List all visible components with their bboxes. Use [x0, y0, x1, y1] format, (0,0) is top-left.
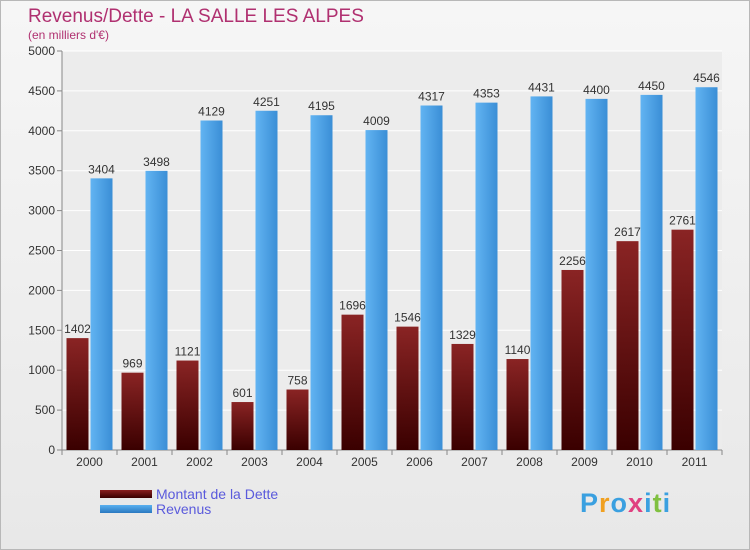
x-tick-label: 2010	[626, 455, 653, 469]
legend-item-dette: Montant de la Dette	[100, 485, 279, 502]
x-tick-label: 2006	[406, 455, 433, 469]
x-tick-label: 2001	[131, 455, 158, 469]
data-label-revenus: 4450	[638, 79, 665, 93]
bar-dette	[616, 241, 639, 450]
legend-label-revenus: Revenus	[156, 500, 212, 517]
logo-letter: P	[580, 488, 600, 518]
data-label-dette: 1121	[175, 345, 201, 359]
data-label-revenus: 3498	[143, 155, 170, 169]
data-label-dette: 1329	[449, 328, 476, 342]
logo-letter: o	[610, 488, 629, 518]
y-tick-label: 1000	[28, 363, 55, 377]
legend-swatch-revenus	[100, 504, 152, 513]
bar-revenus	[310, 115, 333, 450]
data-label-revenus: 4400	[583, 83, 610, 97]
bar-dette	[341, 314, 364, 450]
logo-letter: t	[652, 488, 663, 518]
bar-revenus	[585, 98, 608, 450]
y-tick-label: 2500	[28, 244, 55, 258]
data-label-revenus: 4195	[308, 99, 335, 113]
logo-letter: x	[628, 488, 645, 518]
x-tick-label: 2009	[571, 455, 598, 469]
data-label-dette: 601	[232, 386, 252, 400]
data-label-revenus: 4129	[198, 105, 225, 119]
x-tick-label: 2003	[241, 455, 268, 469]
y-tick-label: 2000	[28, 283, 55, 297]
data-label-dette: 1696	[339, 299, 366, 313]
bar-revenus	[420, 105, 443, 450]
data-label-revenus: 4546	[693, 71, 720, 85]
bar-dette	[506, 359, 529, 450]
y-tick-label: 0	[48, 443, 55, 457]
bar-revenus	[200, 120, 223, 450]
bar-dette	[396, 326, 419, 450]
bar-revenus	[90, 178, 113, 451]
legend-label-dette: Montant de la Dette	[156, 485, 279, 502]
x-tick-label: 2008	[516, 455, 543, 469]
bar-dette	[671, 229, 694, 450]
data-label-dette: 758	[287, 374, 307, 388]
y-tick-label: 4000	[28, 124, 55, 138]
bar-dette	[176, 360, 199, 450]
bar-dette	[286, 389, 309, 450]
chart-title: Revenus/Dette - LA SALLE LES ALPES	[28, 6, 364, 27]
x-tick-label: 2002	[186, 455, 213, 469]
chart-legend: Montant de la Dette Revenus	[100, 485, 279, 517]
y-tick-label: 500	[35, 403, 55, 417]
data-label-dette: 969	[122, 357, 142, 371]
legend-item-revenus: Revenus	[100, 500, 278, 517]
data-label-dette: 2256	[559, 254, 586, 268]
data-label-dette: 1402	[64, 322, 91, 336]
bar-dette	[231, 402, 254, 450]
x-tick-label: 2000	[76, 455, 103, 469]
data-label-revenus: 4317	[418, 90, 445, 104]
data-label-dette: 1140	[505, 343, 531, 357]
x-tick-label: 2005	[351, 455, 378, 469]
bar-revenus	[640, 94, 663, 450]
data-label-revenus: 4353	[473, 87, 500, 101]
data-label-revenus: 4251	[253, 95, 280, 109]
data-label-revenus: 4431	[528, 80, 555, 94]
bar-revenus	[365, 130, 388, 451]
bar-dette	[121, 372, 144, 450]
y-tick-label: 3000	[28, 204, 55, 218]
data-label-dette: 1546	[394, 311, 421, 325]
bar-revenus	[145, 170, 168, 450]
bar-revenus	[530, 96, 553, 451]
logo-letter: i	[662, 488, 672, 518]
bar-dette	[561, 269, 584, 450]
logo-letter: i	[644, 488, 653, 518]
x-tick-label: 2011	[682, 455, 708, 469]
y-tick-label: 5000	[28, 44, 55, 58]
y-tick-label: 4500	[28, 84, 55, 98]
data-label-dette: 2617	[614, 225, 641, 239]
x-tick-label: 2007	[461, 455, 488, 469]
bar-revenus	[475, 102, 498, 450]
data-label-revenus: 4009	[363, 114, 390, 128]
y-tick-label: 3500	[28, 164, 55, 178]
bar-dette	[66, 338, 89, 450]
legend-swatch-dette	[100, 489, 152, 498]
data-label-dette: 2761	[669, 214, 696, 228]
logo-letter: r	[599, 488, 611, 518]
x-tick-label: 2004	[296, 455, 323, 469]
bar-revenus	[255, 110, 278, 450]
bar-dette	[451, 343, 474, 450]
chart-subtitle: (en milliers d'€)	[28, 28, 109, 42]
proxiti-logo: Proxiti	[580, 488, 671, 519]
bar-revenus	[695, 87, 718, 451]
data-label-revenus: 3404	[88, 162, 115, 176]
y-tick-label: 1500	[28, 323, 55, 337]
